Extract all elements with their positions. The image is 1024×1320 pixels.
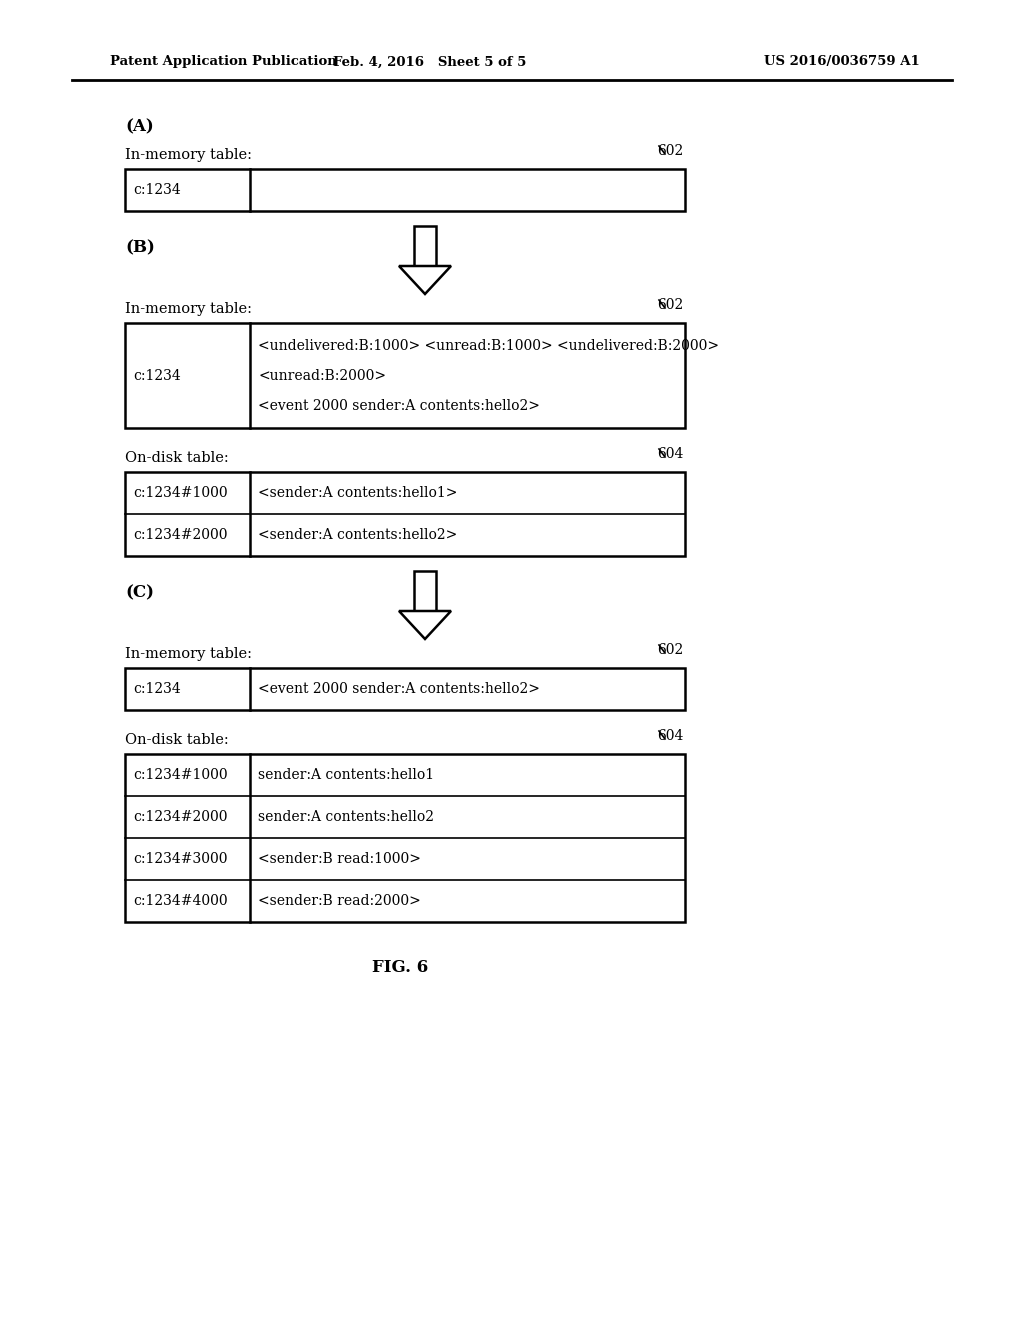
Text: c:1234#1000: c:1234#1000 (133, 486, 227, 500)
Polygon shape (399, 611, 451, 639)
Text: On-disk table:: On-disk table: (125, 451, 228, 465)
Text: <sender:A contents:hello1>: <sender:A contents:hello1> (258, 486, 458, 500)
Bar (414, 226, 436, 267)
Text: c:1234: c:1234 (133, 368, 181, 383)
Bar (414, 572, 436, 611)
Text: 602: 602 (656, 643, 683, 657)
Bar (125, 169, 685, 211)
Text: c:1234#1000: c:1234#1000 (133, 768, 227, 781)
Text: 602: 602 (656, 298, 683, 312)
Text: US 2016/0036759 A1: US 2016/0036759 A1 (764, 55, 920, 69)
Text: c:1234#2000: c:1234#2000 (133, 528, 227, 543)
Text: Feb. 4, 2016   Sheet 5 of 5: Feb. 4, 2016 Sheet 5 of 5 (334, 55, 526, 69)
Text: FIG. 6: FIG. 6 (372, 958, 428, 975)
Bar (125, 323, 685, 428)
Text: <event 2000 sender:A contents:hello2>: <event 2000 sender:A contents:hello2> (258, 399, 540, 412)
Text: sender:A contents:hello1: sender:A contents:hello1 (258, 768, 434, 781)
Bar (125, 668, 685, 710)
Text: (A): (A) (125, 119, 154, 136)
Text: 602: 602 (656, 144, 683, 158)
Text: (B): (B) (125, 239, 155, 256)
Text: c:1234#3000: c:1234#3000 (133, 851, 227, 866)
Bar (125, 473, 685, 556)
Text: c:1234: c:1234 (133, 183, 181, 197)
Text: 604: 604 (656, 729, 683, 743)
Text: 604: 604 (656, 447, 683, 461)
Text: c:1234: c:1234 (133, 682, 181, 696)
Text: <undelivered:B:1000> <unread:B:1000> <undelivered:B:2000>: <undelivered:B:1000> <unread:B:1000> <un… (258, 338, 719, 352)
Text: c:1234#4000: c:1234#4000 (133, 894, 227, 908)
Text: <unread:B:2000>: <unread:B:2000> (258, 368, 386, 383)
Text: In-memory table:: In-memory table: (125, 148, 252, 162)
Text: (C): (C) (125, 585, 154, 602)
Text: In-memory table:: In-memory table: (125, 647, 252, 661)
Text: <sender:B read:1000>: <sender:B read:1000> (258, 851, 421, 866)
Text: In-memory table:: In-memory table: (125, 302, 252, 315)
Polygon shape (399, 267, 451, 294)
Text: <event 2000 sender:A contents:hello2>: <event 2000 sender:A contents:hello2> (258, 682, 540, 696)
Text: Patent Application Publication: Patent Application Publication (110, 55, 337, 69)
Text: <sender:B read:2000>: <sender:B read:2000> (258, 894, 421, 908)
Text: On-disk table:: On-disk table: (125, 733, 228, 747)
Text: <sender:A contents:hello2>: <sender:A contents:hello2> (258, 528, 458, 543)
Bar (125, 754, 685, 921)
Text: sender:A contents:hello2: sender:A contents:hello2 (258, 810, 434, 824)
Text: c:1234#2000: c:1234#2000 (133, 810, 227, 824)
